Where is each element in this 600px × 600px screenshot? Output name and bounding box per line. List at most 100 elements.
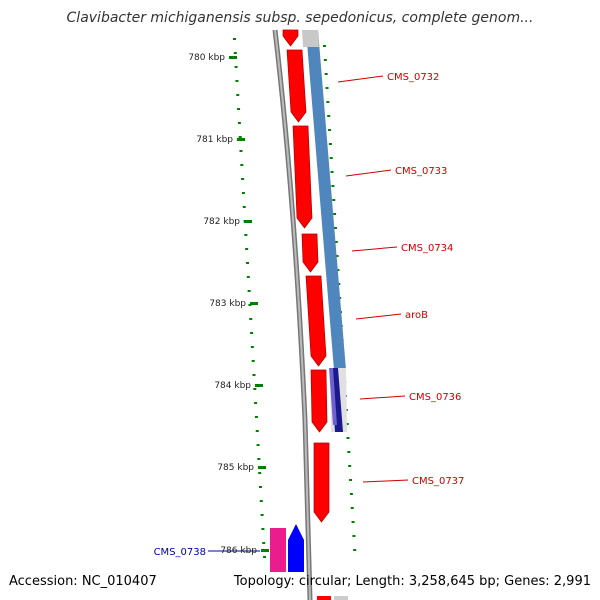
scale-tick-label: 786 kbp bbox=[220, 546, 257, 556]
forward-gene-arrow bbox=[301, 233, 319, 273]
ring-dot bbox=[236, 94, 240, 96]
cds-track bbox=[306, 30, 346, 370]
scale-tick-label: 783 kbp bbox=[209, 299, 246, 309]
ring-dot bbox=[233, 38, 236, 40]
ring-dot bbox=[325, 87, 329, 89]
dotted-outer-ring bbox=[233, 38, 267, 558]
ring-dot bbox=[350, 507, 354, 509]
leader-line bbox=[351, 246, 398, 252]
ring-dot bbox=[258, 486, 262, 488]
ring-dot bbox=[254, 416, 258, 418]
ring-dot bbox=[323, 45, 326, 47]
scale-tick-mark bbox=[261, 549, 269, 552]
ring-dot bbox=[351, 521, 355, 523]
ring-dot bbox=[258, 472, 262, 474]
forward-gene-arrow bbox=[282, 29, 299, 47]
gene-label: aroB bbox=[405, 310, 428, 321]
ring-dot bbox=[346, 437, 350, 439]
scale-tick-label: 780 kbp bbox=[188, 53, 225, 63]
gene-label: CMS_0738 bbox=[154, 547, 206, 558]
ring-dot bbox=[251, 360, 255, 362]
cds-track-segment bbox=[334, 596, 348, 600]
genome-backbone-highlight bbox=[274, 29, 311, 600]
scale-tick-mark bbox=[237, 138, 245, 141]
ring-dot bbox=[252, 374, 256, 376]
accession-label: Accession: NC_010407 bbox=[9, 574, 157, 589]
ring-dot bbox=[246, 276, 250, 278]
ring-dot bbox=[253, 388, 257, 390]
forward-gene-arrow bbox=[317, 596, 331, 600]
scale-tick-label: 784 kbp bbox=[214, 381, 251, 391]
gene-label: CMS_0734 bbox=[401, 243, 453, 254]
leader-line bbox=[345, 169, 392, 177]
map-title: Clavibacter michiganensis subsp. sepedon… bbox=[66, 10, 534, 26]
ring-dot bbox=[352, 535, 356, 537]
ring-dot bbox=[324, 73, 328, 75]
gene-label: CMS_0732 bbox=[387, 72, 439, 83]
gene-label: CMS_0736 bbox=[409, 392, 461, 403]
forward-gene-arrow bbox=[292, 125, 313, 229]
genome-backbone bbox=[272, 29, 313, 600]
ring-dot bbox=[260, 514, 264, 516]
forward-gene-arrow bbox=[286, 49, 307, 123]
ring-dot bbox=[335, 255, 339, 257]
ring-dot bbox=[241, 192, 245, 194]
ring-dot bbox=[328, 143, 332, 145]
ring-dot bbox=[327, 115, 331, 117]
scale-tick-mark bbox=[244, 220, 252, 223]
ring-dot bbox=[349, 493, 353, 495]
reverse-gene-arrow bbox=[270, 528, 286, 572]
cds-track-violet bbox=[329, 368, 337, 425]
ring-dot bbox=[336, 269, 340, 271]
ring-dot bbox=[348, 465, 352, 467]
gene-features bbox=[270, 29, 348, 600]
leader-line bbox=[362, 479, 409, 483]
ring-dot bbox=[237, 122, 241, 124]
gene-label: CMS_0737 bbox=[412, 476, 464, 487]
ring-dot bbox=[262, 542, 266, 544]
ring-dot bbox=[244, 234, 248, 236]
forward-gene-arrow bbox=[313, 442, 330, 523]
scale-ticks: 780 kbp 781 kbp 782 kbp 783 kbp 784 kbp 785 k… bbox=[188, 53, 269, 556]
ring-dot bbox=[328, 129, 332, 131]
forward-gene-arrow bbox=[305, 275, 327, 367]
scale-tick-label: 782 kbp bbox=[203, 217, 240, 227]
ring-dot bbox=[326, 101, 330, 103]
topology-summary: Topology: circular; Length: 3,258,645 bp… bbox=[233, 574, 591, 589]
ring-dot bbox=[239, 150, 243, 152]
scale-tick-mark bbox=[229, 56, 237, 59]
ring-dot bbox=[249, 318, 253, 320]
ring-dot bbox=[255, 430, 259, 432]
ring-dot bbox=[329, 157, 333, 159]
ring-dot bbox=[353, 549, 357, 551]
ring-dot bbox=[235, 80, 239, 82]
gene-labels: CMS_0732 CMS_0733 CMS_0734 aroB CMS_0736 CMS_… bbox=[154, 72, 465, 558]
leader-line bbox=[337, 75, 384, 83]
gene-label: CMS_0733 bbox=[395, 166, 447, 177]
reverse-gene-arrow bbox=[288, 524, 304, 572]
scale-tick-mark bbox=[250, 302, 258, 305]
ring-dot bbox=[333, 227, 337, 229]
ring-dot bbox=[248, 304, 252, 306]
ring-dot bbox=[247, 290, 251, 292]
ring-dot bbox=[233, 52, 237, 54]
ring-dot bbox=[245, 248, 249, 250]
leader-line bbox=[355, 313, 402, 320]
ring-dot bbox=[250, 332, 254, 334]
ring-dot bbox=[330, 171, 334, 173]
scale-tick-mark bbox=[258, 466, 266, 469]
ring-dot bbox=[242, 206, 246, 208]
ring-dot bbox=[256, 444, 260, 446]
cds-track-top bbox=[302, 30, 319, 47]
ring-dot bbox=[257, 458, 261, 460]
ring-dot bbox=[333, 213, 337, 215]
scale-tick-label: 781 kbp bbox=[196, 135, 233, 145]
leader-line bbox=[359, 395, 406, 400]
ring-dot bbox=[245, 262, 249, 264]
ring-dot bbox=[334, 241, 338, 243]
ring-dot bbox=[261, 528, 265, 530]
forward-gene-arrow bbox=[310, 369, 328, 433]
ring-dot bbox=[332, 199, 336, 201]
